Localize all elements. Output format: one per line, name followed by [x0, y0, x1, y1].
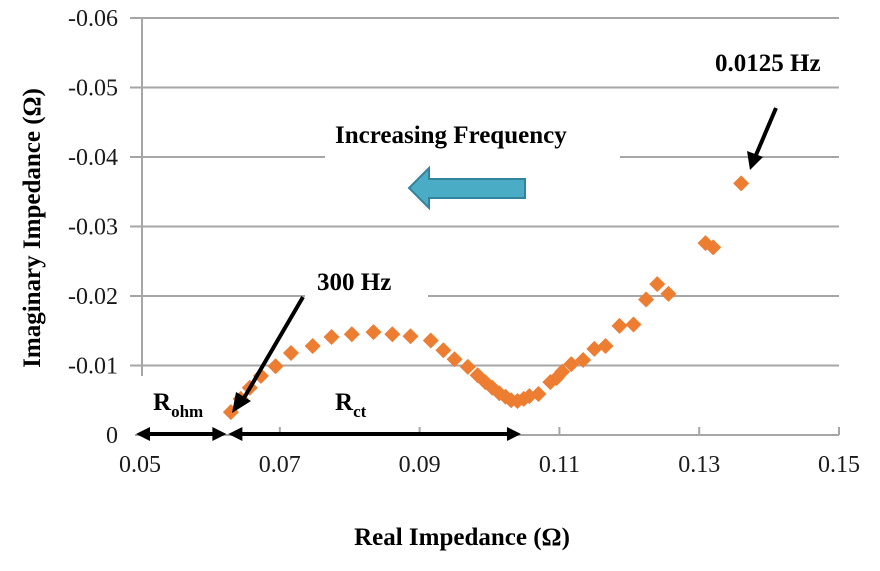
increasing-frequency-label: Increasing Frequency: [335, 122, 567, 149]
r-ct-label: Rct: [335, 389, 367, 421]
data-point: [497, 388, 514, 405]
low-frequency-label: 0.0125 Hz: [715, 50, 821, 77]
data-point: [625, 316, 642, 333]
low-frequency-arrow: [754, 107, 778, 156]
y-tick-label: -0.05: [68, 76, 118, 102]
r-ohm-span-right-head: [212, 427, 227, 441]
data-point: [597, 338, 614, 355]
low-frequency-arrowhead: [747, 151, 763, 170]
data-point: [705, 239, 722, 256]
x-tick-label: 0.05: [119, 452, 161, 478]
r-ohm-sub: ohm: [171, 402, 203, 421]
data-point: [660, 285, 677, 302]
data-point: [384, 326, 401, 343]
data-point: [530, 385, 547, 402]
label-box-increasing: [325, 115, 620, 163]
r-ohm-label: Rohm: [153, 389, 203, 421]
data-point: [733, 175, 750, 192]
x-tick-label: 0.09: [399, 452, 441, 478]
x-tick-label: 0.15: [818, 452, 860, 478]
data-point: [575, 351, 592, 368]
data-point: [304, 338, 321, 355]
data-point: [323, 329, 340, 346]
data-point: [343, 326, 360, 343]
label-box-rohm: [138, 376, 224, 432]
data-point: [638, 291, 655, 308]
data-point: [422, 332, 439, 349]
data-point: [563, 356, 580, 373]
x-tick-labels: 0.05 0.07 0.09 0.11 0.13 0.15: [119, 452, 860, 478]
r-ohm-span-left-head: [136, 427, 150, 441]
y-axis-title: Imaginary Impedance (Ω): [19, 88, 46, 368]
x-tick-label: 0.11: [539, 452, 580, 478]
r-ohm-main: R: [153, 389, 172, 416]
r-ct-span-left-head: [228, 427, 243, 441]
data-point: [365, 324, 382, 341]
gridlines: [130, 17, 839, 367]
data-points: [222, 175, 750, 421]
data-point: [282, 344, 299, 361]
y-tick-label: 0: [106, 423, 118, 449]
r-ct-sub: ct: [353, 402, 367, 421]
r-ct-main: R: [335, 389, 354, 416]
high-frequency-label: 300 Hz: [317, 269, 391, 296]
data-point: [586, 340, 603, 357]
y-tick-label: -0.01: [68, 354, 118, 380]
high-frequency-arrow: [242, 295, 305, 400]
y-tick-label: -0.03: [68, 215, 118, 241]
left-arrow-icon: [407, 165, 526, 211]
y-tick-label: -0.06: [68, 6, 118, 32]
y-tick-label: -0.04: [68, 145, 118, 171]
x-tick-label: 0.07: [259, 452, 301, 478]
data-point: [459, 358, 476, 375]
data-point: [649, 276, 666, 293]
data-point: [611, 317, 628, 334]
x-tick-label: 0.13: [678, 452, 720, 478]
data-point: [435, 342, 452, 359]
x-axis-title: Real Impedance (Ω): [354, 524, 570, 551]
label-box-300hz: [305, 266, 428, 306]
high-frequency-arrowhead: [232, 392, 251, 413]
resistance-span-arrows: [136, 427, 521, 441]
y-tick-label: -0.02: [68, 284, 118, 310]
data-point: [554, 363, 571, 380]
r-ct-span-right-head: [506, 427, 521, 441]
y-tick-labels: 0 -0.01 -0.02 -0.03 -0.04 -0.05 -0.06: [68, 6, 118, 449]
data-point: [402, 328, 419, 345]
data-point: [267, 358, 284, 375]
data-point: [446, 351, 463, 368]
